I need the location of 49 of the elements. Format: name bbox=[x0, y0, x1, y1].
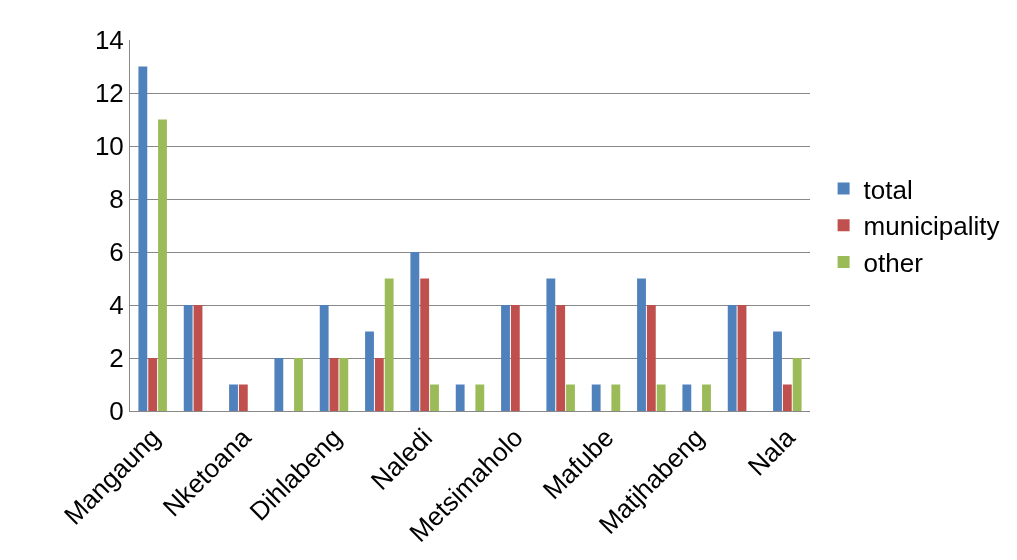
bar bbox=[566, 384, 575, 411]
bar bbox=[339, 358, 349, 411]
bar bbox=[319, 305, 329, 411]
bar bbox=[148, 358, 158, 411]
bar bbox=[374, 358, 384, 411]
y-tick-label: 2 bbox=[109, 343, 124, 374]
bar bbox=[430, 384, 439, 411]
bar bbox=[591, 384, 601, 411]
y-tick-label: 8 bbox=[109, 184, 124, 215]
bar bbox=[229, 384, 238, 411]
bar bbox=[158, 119, 167, 411]
y-tick-label: 12 bbox=[94, 78, 124, 109]
bar bbox=[193, 305, 203, 411]
bar bbox=[611, 384, 621, 411]
bar bbox=[727, 305, 737, 411]
bar bbox=[546, 278, 556, 411]
bar bbox=[510, 305, 520, 411]
legend-label: municipality bbox=[863, 211, 1000, 242]
legend-label: other bbox=[863, 248, 924, 279]
bar bbox=[294, 358, 303, 411]
bar bbox=[274, 358, 284, 411]
y-tick-label: 6 bbox=[109, 237, 124, 268]
bar bbox=[238, 384, 248, 411]
bar bbox=[782, 384, 792, 411]
bar bbox=[365, 331, 374, 411]
bar bbox=[792, 358, 802, 411]
y-tick-label: 0 bbox=[109, 396, 124, 427]
bar bbox=[455, 384, 465, 411]
bar bbox=[475, 384, 485, 411]
bar bbox=[183, 305, 193, 411]
bar bbox=[702, 384, 711, 411]
bar bbox=[773, 331, 782, 411]
bar bbox=[329, 358, 339, 411]
bar bbox=[737, 305, 747, 411]
bar bbox=[384, 278, 394, 411]
bar bbox=[682, 384, 692, 411]
bar bbox=[656, 384, 666, 411]
bar bbox=[556, 305, 566, 411]
bar bbox=[410, 252, 420, 411]
y-tick-label: 10 bbox=[94, 131, 124, 162]
bar bbox=[138, 66, 148, 411]
y-tick-label: 4 bbox=[109, 290, 124, 321]
bar bbox=[420, 278, 430, 411]
x-tick-label: Nala bbox=[741, 422, 802, 482]
bar bbox=[637, 278, 646, 411]
legend-label: total bbox=[863, 174, 913, 205]
y-tick-label: 14 bbox=[94, 25, 124, 56]
bar bbox=[646, 305, 656, 411]
bar bbox=[501, 305, 510, 411]
